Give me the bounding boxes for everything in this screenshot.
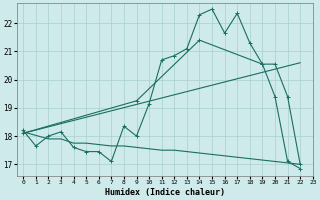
X-axis label: Humidex (Indice chaleur): Humidex (Indice chaleur)	[105, 188, 225, 197]
